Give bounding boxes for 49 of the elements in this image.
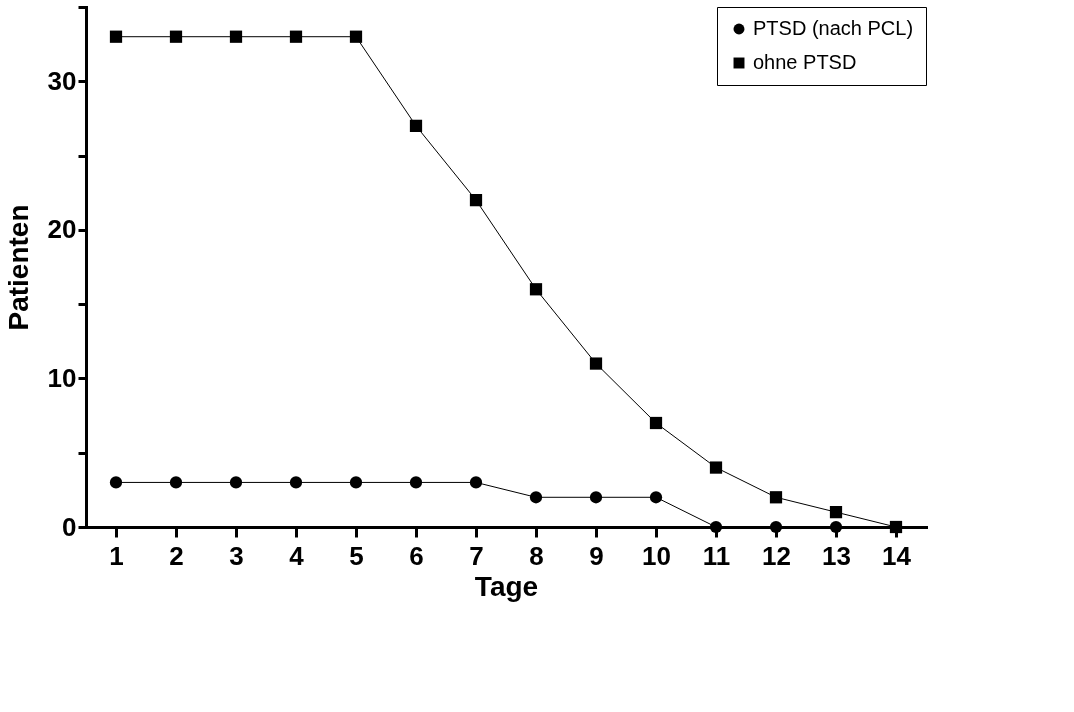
point [169,476,183,489]
point [469,194,483,207]
legend-label: ohne PTSD [753,51,857,73]
point [709,461,723,474]
point [709,520,723,534]
x-tick-label: 12 [762,540,791,571]
legend-label: PTSD (nach PCL) [753,17,914,39]
point [409,476,423,489]
point [649,416,663,430]
point [349,476,363,489]
point [529,491,543,504]
x-tick-label: 10 [642,540,671,571]
y-tick-label: 20 [47,214,77,245]
point [589,491,603,504]
x-tick-label: 3 [229,540,244,571]
x-tick-label: 7 [469,540,484,571]
point [769,491,783,504]
x-tick-label: 8 [529,540,544,571]
point [349,30,363,43]
point [109,30,123,43]
x-axis-title: Tage [474,570,539,602]
y-tick-label: 10 [47,362,77,393]
x-tick-label: 13 [822,540,851,571]
x-tick-label: 6 [409,540,424,571]
y-axis-title: Patienten [2,204,34,331]
y-tick-label: 0 [62,511,77,542]
y-tick-label: 30 [47,65,77,96]
point [229,30,243,43]
x-tick-label: 2 [169,540,184,571]
point [109,476,123,489]
x-tick-label: 4 [289,540,305,571]
x-tick-label: 1 [109,540,124,571]
x-tick-label: 11 [702,540,731,571]
point [649,491,663,504]
point [409,119,423,132]
point [889,520,903,534]
point [829,506,843,519]
x-tick-label: 14 [882,540,912,571]
x-tick-label: 9 [589,540,604,571]
point [469,476,483,489]
point [529,283,543,296]
point [589,357,603,370]
point [289,476,303,489]
x-tick-label: 5 [349,540,364,571]
point [169,30,183,43]
point [229,476,243,489]
point [829,520,843,534]
point [769,520,783,534]
point [289,30,303,43]
